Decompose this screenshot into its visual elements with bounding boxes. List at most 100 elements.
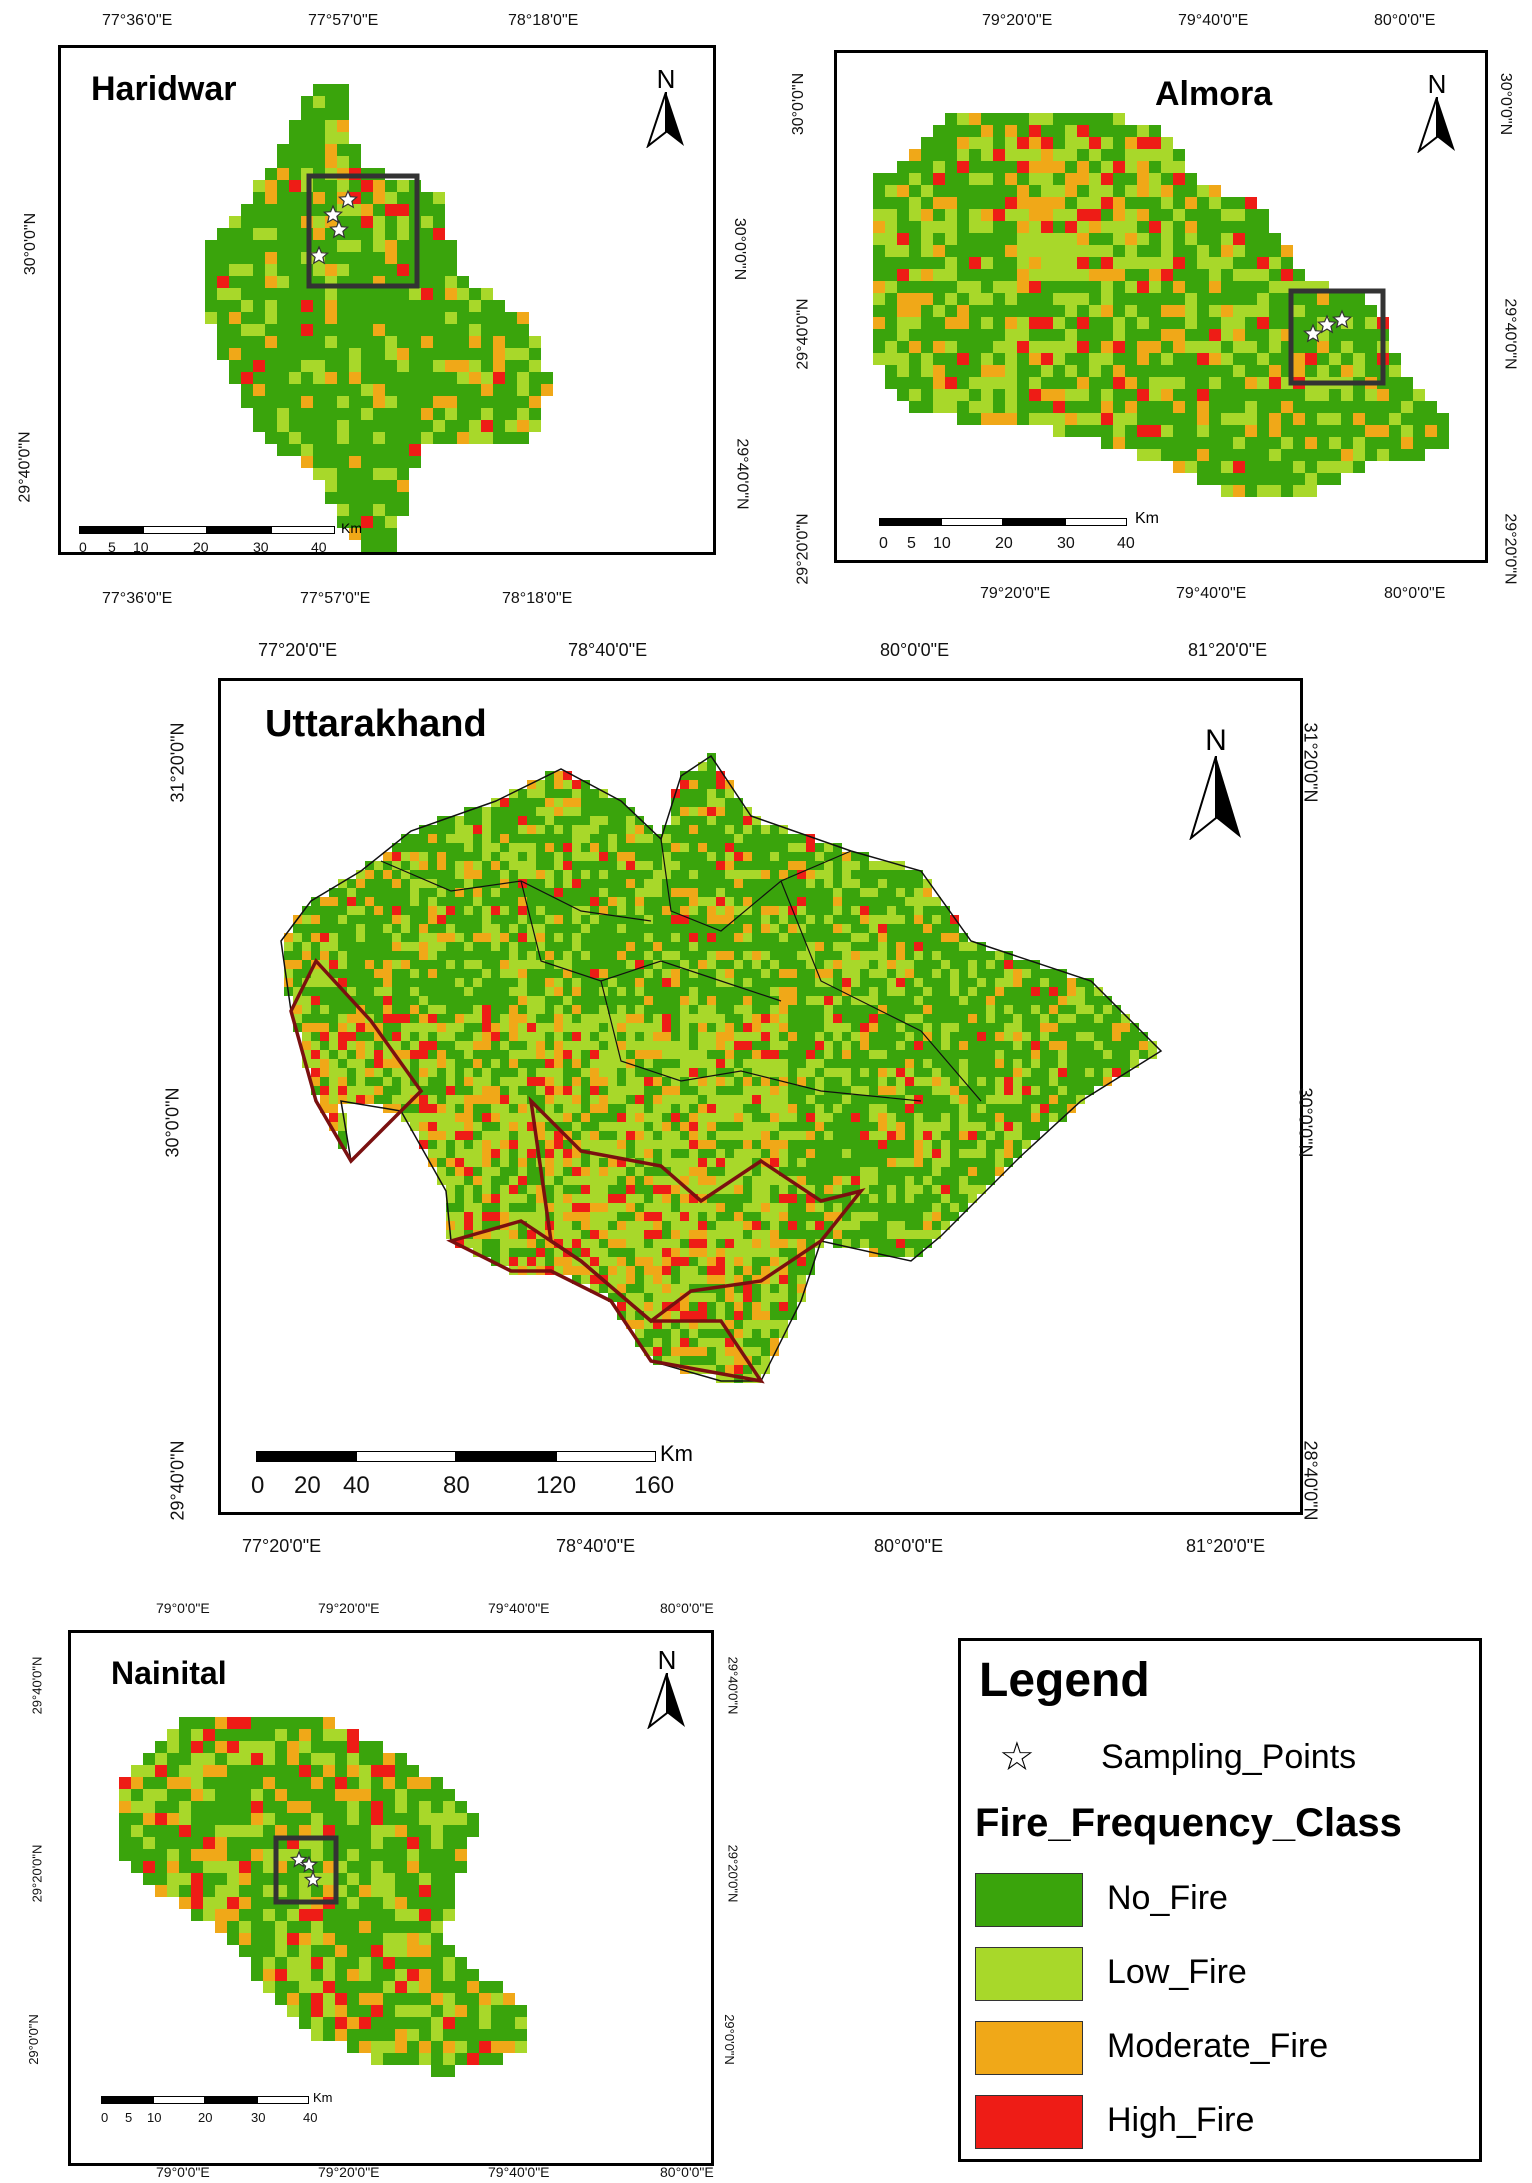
nainital-right-tick: 29°0'0"N (721, 2014, 737, 2065)
scale-label: 40 (343, 1472, 370, 1499)
haridwar-left-tick: 29°40'0"N (16, 431, 34, 503)
almora-top-tick: 79°40'0"E (1178, 12, 1249, 29)
uttarakhand-bottom-tick: 77°20'0"E (242, 1536, 322, 1556)
legend-swatch (975, 2095, 1083, 2149)
legend-item-no-fire: No_Fire (975, 1873, 1455, 1927)
legend-label: No_Fire (1107, 1879, 1228, 1917)
scale-unit: Km (1135, 510, 1159, 527)
legend-swatch (975, 1947, 1083, 2001)
north-arrow-icon (1417, 96, 1455, 154)
scale-label: 30 (251, 2110, 266, 2125)
uttarakhand-bottom-tick: 78°40'0"E (556, 1536, 636, 1556)
scale-label: 20 (198, 2110, 213, 2125)
scale-label: 10 (147, 2110, 162, 2125)
almora-bottom-tick: 79°40'0"E (1176, 585, 1247, 602)
uttarakhand-title: Uttarakhand (265, 703, 487, 745)
uttarakhand-bottom-tick: 81°20'0"E (1186, 1536, 1266, 1556)
legend-title: Legend (979, 1654, 1150, 1707)
almora-north-arrow: N (1417, 71, 1457, 158)
nainital-top-tick: 79°40'0"E (488, 1600, 550, 1616)
legend-label: Low_Fire (1107, 1953, 1247, 1991)
almora-scale-bar: Km (879, 510, 1199, 548)
nainital-top-tick: 79°20'0"E (318, 1600, 380, 1616)
nainital-scale-bar: Km (101, 2090, 401, 2126)
haridwar-title: Haridwar (91, 70, 237, 108)
legend-item-high-fire: High_Fire (975, 2095, 1455, 2149)
nainital-left-tick: 29°40'0"N (29, 1656, 45, 1715)
scale-label: 20 (294, 1472, 321, 1499)
scale-label: 30 (253, 539, 269, 555)
legend-label: Moderate_Fire (1107, 2027, 1329, 2065)
legend-class-title: Fire_Frequency_Class (975, 1801, 1402, 1845)
scale-label: 0 (879, 535, 888, 552)
almora-bottom-tick: 79°20'0"E (980, 585, 1051, 602)
north-label: N (656, 64, 676, 94)
north-label: N (1427, 69, 1447, 99)
north-label: N (1205, 724, 1227, 757)
almora-right-tick: 29°40'0"N (1501, 298, 1519, 370)
scale-unit: Km (660, 1441, 693, 1466)
haridwar-right-tick: 30°0'0"N (731, 217, 749, 281)
scale-label: 40 (311, 539, 327, 555)
almora-top-tick: 80°0'0"E (1374, 12, 1436, 29)
haridwar-map-frame: Haridwar N Km 0 5 10 20 30 40 (58, 45, 716, 555)
scale-label: 10 (933, 535, 951, 552)
scale-label: 5 (125, 2110, 133, 2125)
nainital-north-arrow: N (647, 1647, 687, 1734)
scale-label: 0 (101, 2110, 109, 2125)
legend-box: Legend ☆ Sampling_Points Fire_Frequency_… (958, 1638, 1482, 2162)
scale-unit: Km (341, 520, 362, 536)
scale-label: 20 (193, 539, 209, 555)
almora-right-tick: 29°20'0"N (1501, 513, 1519, 585)
scale-label: 30 (1057, 535, 1075, 552)
uttarakhand-left-tick: 31°20'0"N (167, 722, 188, 803)
north-arrow-icon (1189, 755, 1241, 841)
uttarakhand-right-tick: 31°20'0"N (1300, 722, 1321, 803)
north-arrow-icon (647, 1672, 685, 1730)
uttarakhand-top-tick: 80°0'0"E (880, 640, 950, 660)
uttarakhand-north-arrow: N (1189, 726, 1243, 845)
scale-label: 10 (133, 539, 149, 555)
uttarakhand-map-frame: Uttarakhand N Km 0 20 40 80 120 160 (218, 678, 1303, 1515)
haridwar-top-tick: 77°57'0"E (308, 12, 379, 29)
uttarakhand-top-tick: 78°40'0"E (568, 640, 648, 660)
almora-title: Almora (1155, 75, 1273, 113)
uttarakhand-right-tick: 30°0'0"N (1295, 1087, 1316, 1158)
north-label: N (657, 1645, 677, 1675)
scale-label: 5 (108, 539, 116, 555)
nainital-bottom-tick: 80°0'0"E (660, 2164, 714, 2180)
legend-item-moderate-fire: Moderate_Fire (975, 2021, 1455, 2075)
almora-fire-raster (873, 113, 1449, 497)
uttarakhand-right-tick: 28°40'0"N (1300, 1440, 1321, 1521)
almora-left-tick: 29°20'0"N (794, 513, 812, 585)
scale-unit: Km (313, 2090, 333, 2105)
star-icon: ☆ (999, 1735, 1035, 1779)
haridwar-bottom-tick: 77°36'0"E (102, 590, 173, 607)
north-arrow-icon (646, 91, 684, 149)
scale-label: 160 (634, 1472, 675, 1499)
legend-swatch (975, 2021, 1083, 2075)
haridwar-right-tick: 29°40'0"N (733, 438, 751, 510)
scale-label: 20 (995, 535, 1013, 552)
almora-left-tick: 30°0'0"N (790, 72, 808, 136)
uttarakhand-scale-bar: Km (256, 1441, 736, 1491)
nainital-left-tick: 29°0'0"N (25, 2014, 41, 2065)
nainital-bottom-tick: 79°40'0"E (488, 2164, 550, 2180)
legend-label: High_Fire (1107, 2101, 1255, 2139)
nainital-top-tick: 80°0'0"E (660, 1600, 714, 1616)
nainital-map-frame: Nainital N Km 0 5 10 20 30 40 (68, 1630, 714, 2166)
nainital-left-tick: 29°20'0"N (29, 1844, 45, 1903)
scale-label: 0 (79, 539, 87, 555)
uttarakhand-left-tick: 30°0'0"N (162, 1087, 183, 1158)
scale-label: 5 (907, 535, 916, 552)
nainital-right-tick: 29°40'0"N (725, 1656, 741, 1715)
almora-left-tick: 29°40'0"N (794, 298, 812, 370)
haridwar-scale-bar: Km (79, 520, 399, 556)
scale-label: 80 (443, 1472, 470, 1499)
uttarakhand-fire-raster (280, 753, 1163, 1384)
haridwar-bottom-tick: 78°18'0"E (502, 590, 573, 607)
scale-label: 0 (251, 1472, 265, 1499)
haridwar-left-tick: 30°0'0"N (22, 212, 40, 276)
uttarakhand-left-tick: 29°40'0"N (167, 1440, 188, 1521)
